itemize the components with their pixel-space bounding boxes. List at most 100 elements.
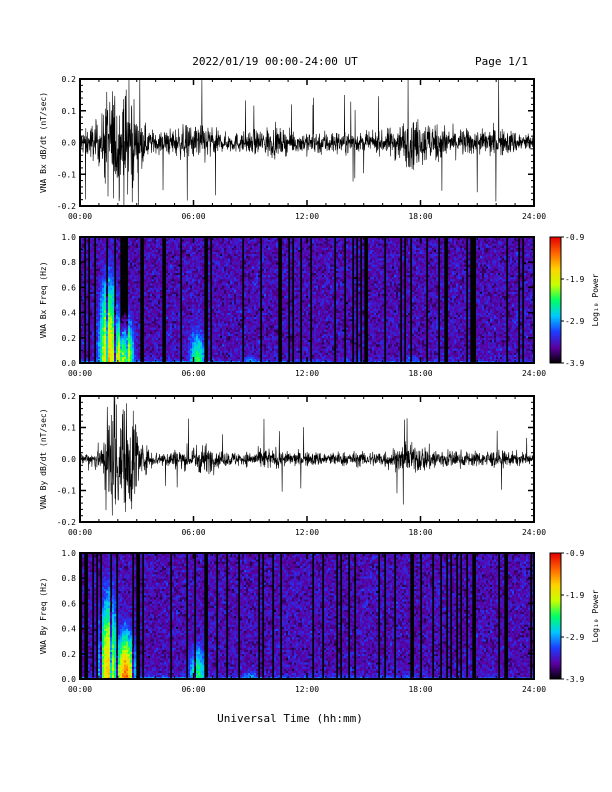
x-tick-label: 00:00	[68, 528, 92, 537]
colorbar-segment	[550, 595, 561, 598]
figure-title: 2022/01/19 00:00-24:00 UT	[192, 55, 358, 68]
colorbar-segment	[550, 630, 561, 634]
x-tick-label: 00:00	[68, 369, 92, 378]
colorbar-segment	[550, 582, 561, 585]
colorbar-segment	[550, 308, 561, 311]
colorbar-tick-label: -3.9	[565, 675, 584, 684]
colorbar-segment	[550, 249, 561, 253]
by-spectrogram-panel: 00:00 06:00 12:00 18:00 24:00 1.0 0.8 0.6 0.4 0.2…	[39, 549, 600, 694]
colorbar-segment	[550, 647, 561, 650]
colorbar-segment	[550, 329, 561, 332]
colorbar-segment	[550, 643, 561, 646]
colorbar-tick-label: -0.9	[565, 549, 584, 558]
x-axis-title: Universal Time (hh:mm)	[217, 712, 363, 725]
x-tick-label: 12:00	[295, 212, 319, 221]
colorbar-label: Log₁₀ Power	[591, 589, 600, 642]
bx-waveform-panel: 00:00 06:00 12:00 18:00 24:00 0.2 0.1 0.0 -0.1 -0…	[39, 75, 546, 221]
x-tick-label: 00:00	[68, 685, 92, 694]
colorbar-segment	[550, 555, 561, 558]
colorbar-segment	[550, 321, 561, 324]
x-tick-label: 00:00	[68, 212, 92, 221]
colorbar-segment	[550, 293, 561, 297]
colorbar-segment	[550, 350, 561, 353]
colorbar-segment	[550, 601, 561, 604]
colorbar-segment	[550, 666, 561, 669]
page-indicator: Page 1/1	[475, 55, 528, 68]
colorbar-segment	[550, 658, 561, 661]
colorbar-segment	[550, 272, 561, 276]
colorbar-segment	[550, 576, 561, 579]
x-tick-label: 06:00	[181, 369, 205, 378]
y-tick-label: 0.2	[62, 334, 77, 343]
colorbar-segment	[550, 339, 561, 343]
colorbar-tick-label: -3.9	[565, 359, 584, 368]
colorbar-segment	[550, 674, 561, 678]
colorbar-segment	[550, 578, 561, 581]
y-tick-label: 0.2	[62, 75, 77, 84]
colorbar-segment	[550, 613, 561, 617]
y-tick-label: -0.1	[57, 170, 76, 179]
colorbar-segment	[550, 618, 561, 621]
colorbar-segment	[550, 237, 561, 240]
x-tick-label: 18:00	[408, 528, 432, 537]
colorbar-segment	[550, 620, 561, 623]
colorbar-segment	[550, 358, 561, 362]
colorbar-segment	[550, 662, 561, 665]
colorbar-segment	[550, 281, 561, 284]
colorbar-segment	[550, 325, 561, 328]
colorbar-segment	[550, 649, 561, 653]
colorbar-segment	[550, 285, 561, 288]
colorbar-label: Log₁₀ Power	[591, 273, 600, 326]
y-tick-label: 0.8	[62, 258, 77, 267]
colorbar-segment	[550, 653, 561, 657]
colorbar-segment	[550, 306, 561, 309]
colorbar-segment	[550, 622, 561, 625]
colorbar-segment	[550, 616, 561, 619]
y-tick-label: 0.1	[62, 424, 77, 433]
colorbar-segment	[550, 609, 561, 613]
y-axis-title: VNA Bx dB/dt (nT/sec)	[39, 92, 48, 193]
colorbar-segment	[550, 664, 561, 667]
y-tick-label: -0.2	[57, 202, 76, 211]
colorbar-segment	[550, 597, 561, 600]
colorbar-segment	[550, 344, 561, 347]
colorbar-segment	[550, 628, 561, 632]
colorbar-segment	[550, 291, 561, 295]
y-tick-label: 0.1	[62, 107, 77, 116]
colorbar-segment	[550, 333, 561, 337]
colorbar-segment	[550, 289, 561, 292]
colorbar-segment	[550, 255, 561, 259]
colorbar-segment	[550, 634, 561, 638]
colorbar-segment	[550, 260, 561, 263]
colorbar-segment	[550, 253, 561, 257]
y-tick-label: -0.1	[57, 487, 76, 496]
colorbar-segment	[550, 563, 561, 566]
y-axis-title: VNA By dB/dt (nT/sec)	[39, 408, 48, 509]
colorbar-tick-label: -1.9	[565, 591, 584, 600]
x-tick-label: 24:00	[522, 369, 546, 378]
colorbar-segment	[550, 323, 561, 326]
y-tick-label: 0.2	[62, 392, 77, 401]
x-tick-label: 24:00	[522, 212, 546, 221]
colorbar-segment	[550, 607, 561, 611]
colorbar-segment	[550, 626, 561, 629]
colorbar-segment	[550, 266, 561, 269]
colorbar-segment	[550, 251, 561, 255]
colorbar-tick-label: -2.9	[565, 317, 584, 326]
y-axis-title: VNA Bx Freq (Hz)	[39, 261, 48, 338]
colorbar-segment	[550, 312, 561, 316]
colorbar-segment	[550, 599, 561, 602]
colorbar-segment	[550, 270, 561, 274]
colorbar-tick-label: -0.9	[565, 233, 584, 242]
x-tick-label: 12:00	[295, 528, 319, 537]
colorbar-segment	[550, 262, 561, 265]
by-waveform-panel: 00:00 06:00 12:00 18:00 24:00 0.2 0.1 0.0 -0.1 -0…	[39, 392, 546, 537]
x-tick-label: 18:00	[408, 212, 432, 221]
x-tick-label: 06:00	[181, 212, 205, 221]
y-tick-label: 0.2	[62, 650, 77, 659]
colorbar-segment	[550, 553, 561, 556]
colorbar-segment	[550, 297, 561, 301]
y-tick-label: 0.0	[62, 359, 77, 368]
colorbar-segment	[550, 605, 561, 608]
x-tick-label: 24:00	[522, 528, 546, 537]
